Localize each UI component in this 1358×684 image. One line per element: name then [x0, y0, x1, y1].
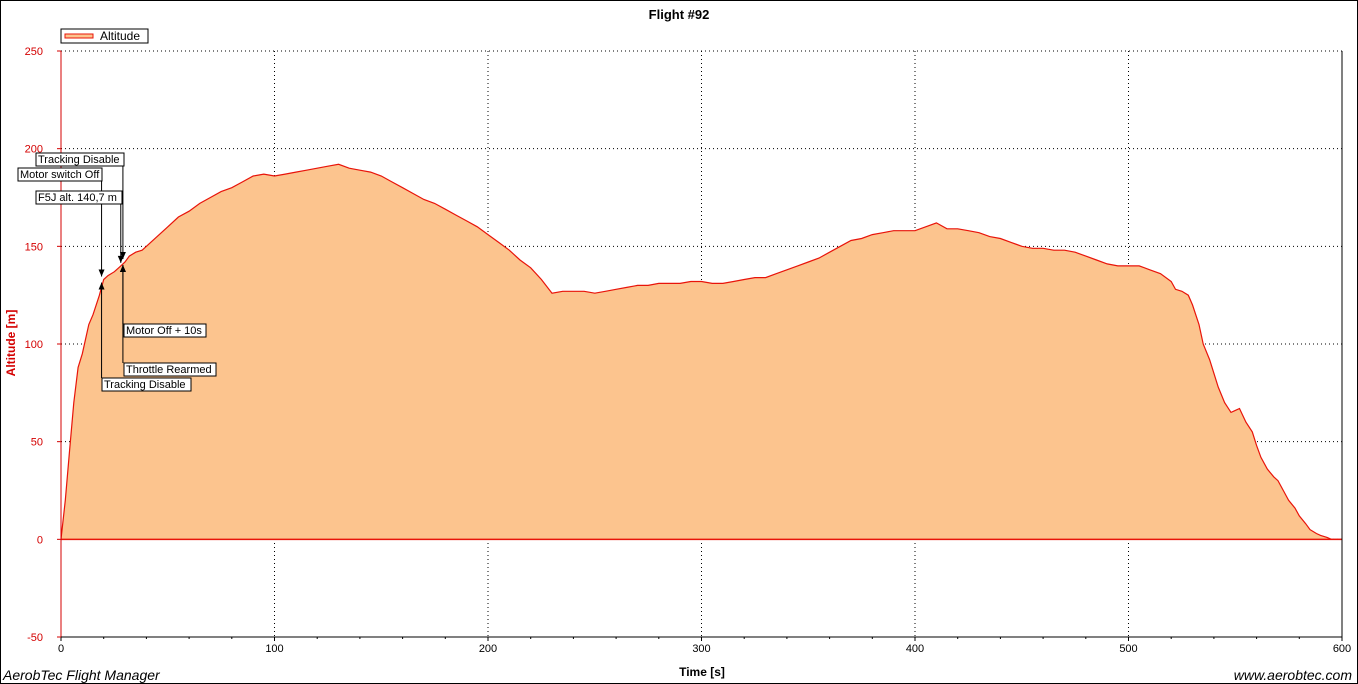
- annotation-box: [17, 167, 103, 182]
- annotation-label: Tracking Disable: [104, 379, 186, 391]
- footer-website[interactable]: www.aerobtec.com: [1233, 667, 1352, 683]
- legend-swatch: [64, 33, 94, 39]
- annotation-arrow: [119, 251, 126, 259]
- annotation: F5J alt. 140,7 m: [35, 190, 124, 263]
- annotation-label: F5J alt. 140,7 m: [38, 192, 117, 204]
- y-tick-label: 250: [25, 46, 43, 58]
- chart-title: Flight #92: [649, 7, 710, 22]
- annotation-box: [35, 152, 125, 167]
- y-axis-title: Altitude [m]: [4, 310, 18, 377]
- annotation-box: [123, 323, 207, 338]
- y-tick-label: 150: [25, 241, 43, 253]
- annotation-label: Tracking Disable: [38, 154, 120, 166]
- annotation-arrow: [98, 282, 105, 290]
- legend-box: [60, 28, 149, 44]
- altitude-area: [60, 163, 1342, 541]
- x-tick-label: 600: [1333, 643, 1351, 655]
- x-tick-label: 500: [1119, 643, 1137, 655]
- altitude-line: [60, 163, 1342, 540]
- footer-app-name: AerobTec Flight Manager: [3, 667, 160, 683]
- legend: Altitude: [60, 28, 149, 44]
- annotation: Tracking Disable: [98, 282, 192, 392]
- annotation-label: Motor Off + 10s: [126, 325, 202, 337]
- x-tick-label: 200: [479, 643, 497, 655]
- legend-label-altitude: Altitude: [100, 29, 140, 43]
- annotation-arrow: [98, 269, 105, 277]
- annotation-arrow: [119, 264, 126, 272]
- annotation-box: [101, 377, 192, 392]
- annotation-label: Throttle Rearmed: [126, 364, 212, 376]
- annotations: Tracking Disable Motor switch Off F5J alt.…: [17, 152, 217, 392]
- annotation-box: [123, 362, 217, 377]
- x-tick-label: 300: [692, 643, 710, 655]
- y-tick-label: -50: [27, 632, 43, 644]
- annotation: Motor Off + 10s: [119, 264, 207, 338]
- x-tick-label: 0: [58, 643, 64, 655]
- annotation-label: Motor switch Off: [20, 169, 100, 181]
- axes: [57, 50, 1343, 641]
- annotation-box: [35, 190, 123, 205]
- annotation: Tracking Disable: [35, 152, 126, 259]
- annotation-arrow: [117, 255, 124, 263]
- x-tick-label: 100: [265, 643, 283, 655]
- altitude-fill: [61, 164, 1342, 540]
- x-axis-title: Time [s]: [679, 665, 725, 679]
- y-tick-label: 50: [31, 437, 43, 449]
- annotation: Throttle Rearmed: [119, 264, 217, 377]
- y-tick-label: 100: [25, 339, 43, 351]
- y-tick-label: 0: [37, 534, 43, 546]
- x-tick-label: 400: [906, 643, 924, 655]
